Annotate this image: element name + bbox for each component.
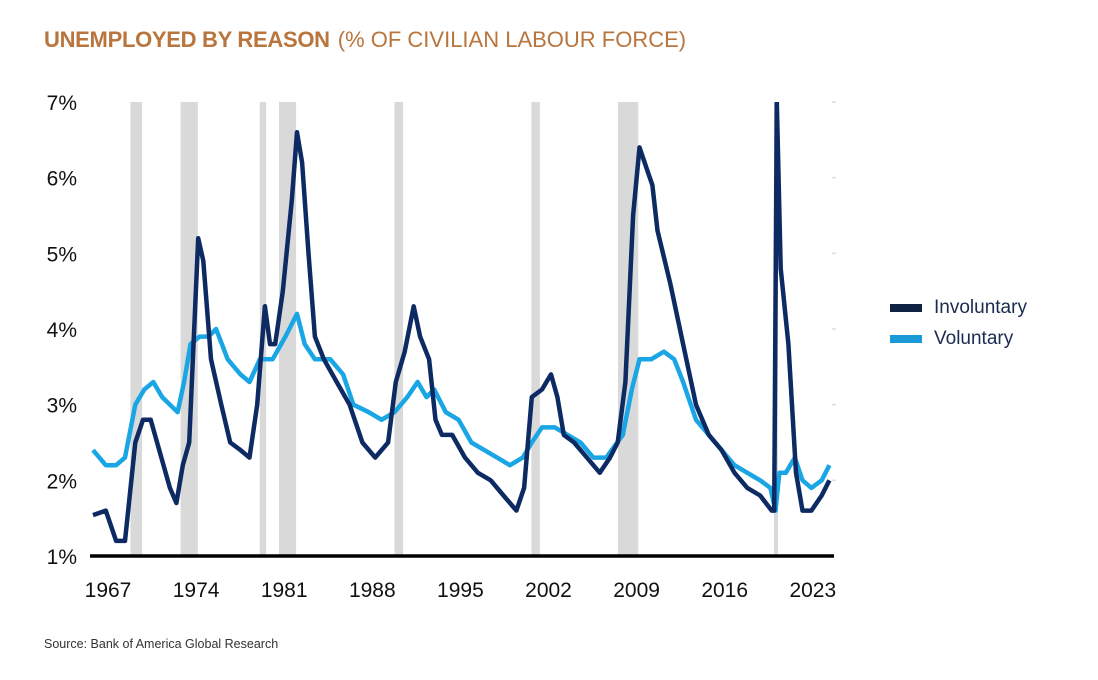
y-tick-label: 7% — [47, 92, 77, 115]
y-tick-label: 4% — [47, 319, 77, 342]
source-note: Source: Bank of America Global Research — [44, 637, 279, 651]
y-tick-label: 3% — [47, 395, 77, 418]
series-line-involuntary — [92, 101, 832, 544]
x-tick-label: 1981 — [261, 579, 308, 602]
legend-item-voluntary: Voluntary — [890, 323, 1027, 354]
chart-title: UNEMPLOYED BY REASON (% OF CIVILIAN LABOU… — [44, 27, 686, 53]
legend: Involuntary Voluntary — [890, 292, 1027, 354]
legend-item-involuntary: Involuntary — [890, 292, 1027, 323]
x-tick-label: 1995 — [437, 579, 484, 602]
y-tick-label: 6% — [47, 168, 77, 191]
legend-swatch-involuntary — [890, 303, 922, 312]
legend-swatch-voluntary — [890, 334, 922, 343]
recession-band — [130, 101, 143, 556]
x-tick-label: 2009 — [613, 579, 660, 602]
x-tick-label: 1974 — [173, 579, 220, 602]
y-tick-label: 2% — [47, 470, 77, 493]
x-tick-label: 1967 — [85, 579, 132, 602]
recession-band — [394, 101, 404, 556]
y-tick-label: 5% — [47, 243, 77, 266]
recession-band — [531, 101, 540, 556]
legend-label-voluntary: Voluntary — [934, 327, 1014, 349]
legend-label-involuntary: Involuntary — [934, 296, 1027, 318]
chart-title-sub: (% OF CIVILIAN LABOUR FORCE) — [337, 27, 687, 52]
x-tick-label: 2002 — [525, 579, 572, 602]
x-tick-label: 1988 — [349, 579, 396, 602]
x-tick-label: 2016 — [701, 579, 748, 602]
chart-title-main: UNEMPLOYED BY REASON — [44, 27, 330, 52]
series-line-voluntary — [91, 311, 832, 513]
y-tick-label: 1% — [47, 546, 77, 569]
recession-band — [180, 101, 198, 556]
x-tick-label: 2023 — [789, 579, 836, 602]
